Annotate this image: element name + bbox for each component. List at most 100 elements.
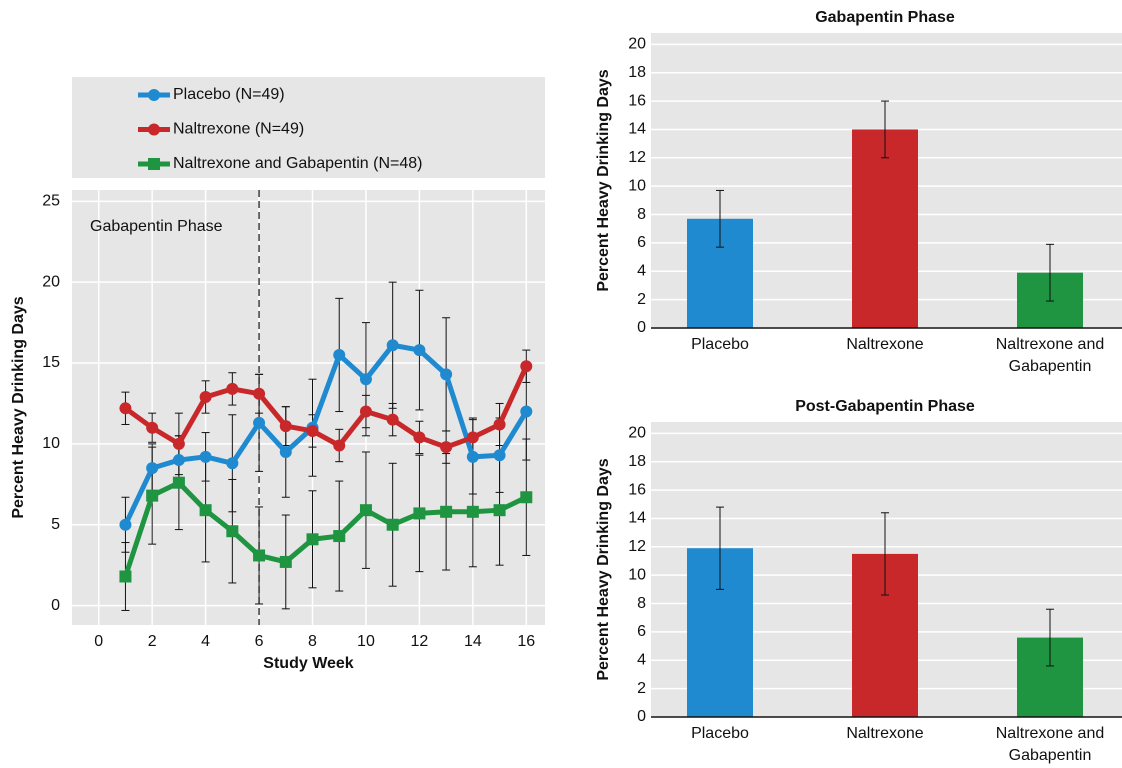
marker [440, 368, 453, 381]
annotation: Gabapentin Phase [90, 218, 223, 235]
marker [520, 405, 533, 418]
x-tick-label: Naltrexone [846, 725, 923, 742]
marker [359, 504, 372, 517]
marker [440, 505, 453, 518]
x-tick-label: 2 [148, 633, 157, 650]
legend-label: Naltrexone (N=49) [173, 121, 304, 138]
marker [466, 505, 479, 518]
marker [119, 570, 132, 583]
x-tick-label: Placebo [691, 725, 749, 742]
error-bar [881, 512, 889, 596]
marker [413, 344, 426, 357]
marker [146, 462, 159, 475]
legend-marker [148, 123, 160, 136]
y-tick-label: 10 [628, 177, 646, 194]
x-axis-label: Study Week [263, 655, 354, 672]
marker [119, 402, 132, 415]
y-tick-label: 14 [628, 121, 646, 138]
marker [520, 491, 533, 504]
x-tick-label: 6 [255, 633, 264, 650]
marker [226, 382, 239, 395]
bar [852, 129, 918, 328]
x-tick-label: 14 [464, 633, 482, 650]
marker [279, 445, 292, 458]
marker [253, 387, 266, 400]
marker [440, 441, 453, 454]
y-tick-label: 20 [628, 36, 646, 53]
marker [386, 339, 399, 352]
x-tick-label: Naltrexone and Gabapentin [996, 336, 1105, 375]
marker [226, 457, 239, 470]
y-tick-label: 2 [637, 680, 646, 697]
y-tick-label: 20 [42, 273, 60, 290]
chart-title: Post-Gabapentin Phase [795, 398, 975, 415]
marker [333, 439, 346, 452]
y-tick-label: 16 [628, 92, 646, 109]
error-bar [1046, 243, 1054, 302]
marker [172, 437, 185, 450]
x-tick-label: 16 [517, 633, 535, 650]
marker [226, 525, 239, 538]
y-tick-label: 18 [628, 64, 646, 81]
marker [199, 450, 212, 463]
series-line [123, 365, 529, 450]
error-bar [881, 100, 889, 159]
marker [359, 373, 372, 386]
y-tick-label: 8 [637, 206, 646, 223]
legend-marker [148, 158, 160, 170]
legend-label: Placebo (N=49) [173, 86, 285, 103]
y-tick-label: 18 [628, 453, 646, 470]
y-tick-label: 5 [51, 516, 60, 533]
plot-background [72, 190, 545, 625]
y-tick-label: 0 [637, 319, 646, 336]
x-tick-label: 4 [201, 633, 210, 650]
y-tick-label: 20 [628, 425, 646, 442]
y-tick-label: 25 [42, 193, 60, 210]
legend-label: Naltrexone and Gabapentin (N=48) [173, 155, 423, 172]
x-tick-label: Naltrexone [846, 336, 923, 353]
y-axis-label: Percent Heavy Drinking Days [595, 69, 612, 291]
marker [279, 555, 292, 568]
error-bar [716, 189, 724, 248]
marker [146, 421, 159, 434]
marker [493, 504, 506, 517]
marker [253, 549, 266, 562]
marker [333, 530, 346, 543]
y-axis-label: Percent Heavy Drinking Days [10, 296, 27, 518]
x-tick-label: 8 [308, 633, 317, 650]
x-tick-label: 10 [357, 633, 375, 650]
marker [359, 405, 372, 418]
x-tick-label: Naltrexone and Gabapentin [996, 725, 1105, 764]
marker [279, 420, 292, 433]
marker [253, 416, 266, 429]
error-bar [1046, 608, 1054, 667]
marker [333, 348, 346, 361]
y-tick-label: 12 [628, 538, 646, 555]
y-tick-label: 10 [628, 566, 646, 583]
y-tick-label: 4 [637, 651, 646, 668]
y-tick-label: 2 [637, 291, 646, 308]
y-tick-label: 6 [637, 234, 646, 251]
marker [172, 476, 185, 489]
marker [466, 431, 479, 444]
y-tick-label: 0 [637, 708, 646, 725]
marker [493, 418, 506, 431]
marker [306, 424, 319, 437]
series-line [123, 480, 528, 578]
marker [413, 507, 426, 520]
series-line [123, 342, 529, 526]
y-tick-label: 6 [637, 623, 646, 640]
marker [466, 450, 479, 463]
y-tick-label: 15 [42, 354, 60, 371]
y-tick-label: 16 [628, 481, 646, 498]
y-tick-label: 12 [628, 149, 646, 166]
marker [119, 518, 132, 531]
marker [306, 533, 319, 546]
y-tick-label: 8 [637, 595, 646, 612]
y-axis-label: Percent Heavy Drinking Days [595, 458, 612, 680]
marker [413, 431, 426, 444]
x-tick-label: Placebo [691, 336, 749, 353]
marker [386, 413, 399, 426]
marker [386, 518, 399, 531]
